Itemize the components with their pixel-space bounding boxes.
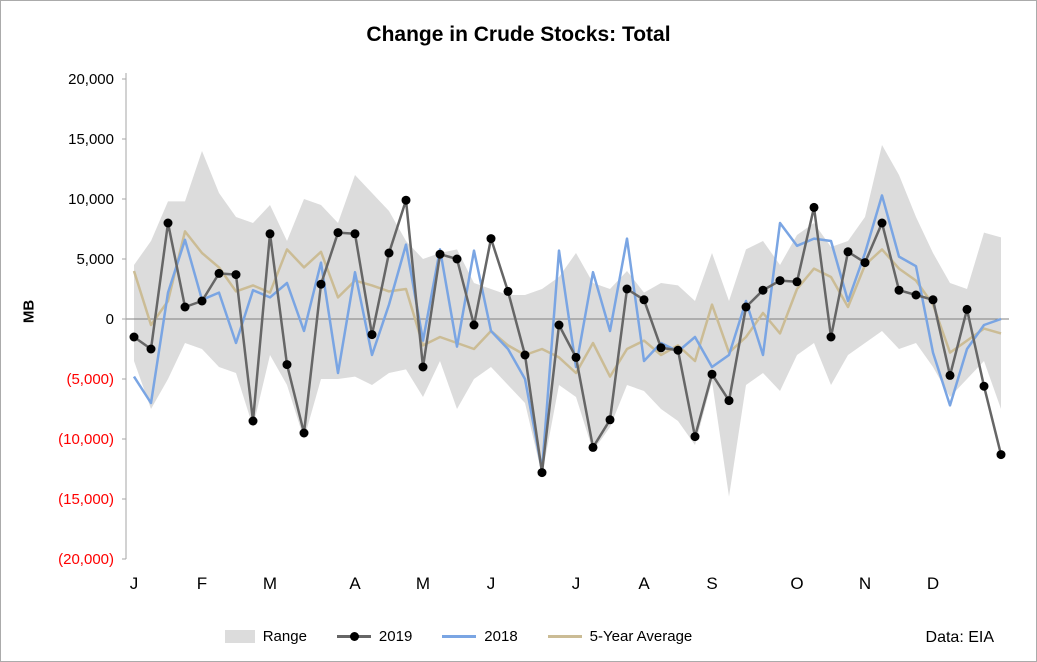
series-2019-marker (452, 254, 462, 264)
series-2019-marker (129, 332, 139, 342)
series-2019-marker (486, 234, 496, 244)
y-tick-label: (5,000) (66, 371, 114, 388)
x-tick-label: O (790, 574, 803, 593)
series-2019-marker (979, 381, 989, 391)
legend-label-2019: 2019 (378, 628, 413, 645)
x-tick-label: A (638, 574, 650, 593)
y-tick-label: 20,000 (68, 71, 114, 88)
data-source-note: Data: EIA (925, 629, 994, 646)
range-area (134, 145, 1001, 497)
series-2019-marker (435, 249, 445, 259)
x-tick-label: N (859, 574, 871, 593)
y-tick-label: 0 (106, 311, 114, 328)
series-2019-marker (316, 279, 326, 289)
series-2019-marker (911, 290, 921, 300)
series-2019-line (133, 198, 1003, 474)
series-2019-marker (418, 362, 428, 372)
y-axis-title: MB (20, 299, 38, 324)
series-2019-marker (554, 320, 564, 330)
legend-item-2018: 2018 (442, 628, 518, 645)
x-tick-label: M (263, 574, 277, 593)
x-tick-label: D (927, 574, 939, 593)
series-2019-marker (180, 302, 190, 312)
series-2019-marker (265, 229, 275, 239)
x-tick-label: J (487, 574, 496, 593)
series-2019-marker (809, 202, 819, 212)
y-tick-label: 10,000 (68, 191, 114, 208)
series-2019-marker (656, 343, 666, 353)
series-2019-marker (350, 229, 360, 239)
series-2019-marker (775, 276, 785, 286)
series-2019-marker (758, 285, 768, 295)
series-2019-marker (401, 195, 411, 205)
x-tick-label: M (416, 574, 430, 593)
series-avg-swatch-icon (547, 635, 582, 638)
series-2019-marker (673, 345, 683, 355)
series-2019-marker (962, 304, 972, 314)
range-swatch-icon (224, 630, 255, 643)
y-tick-label: (10,000) (58, 431, 114, 448)
series-2019-swatch-icon (336, 632, 371, 641)
series-2019-marker (588, 442, 598, 452)
y-tick-label: (20,000) (58, 551, 114, 568)
series-2019-marker (826, 332, 836, 342)
series-2019-marker (996, 450, 1006, 460)
series-2019-marker (367, 330, 377, 340)
legend-item-2019: 2019 (336, 628, 413, 645)
series-2019-marker (520, 350, 530, 360)
x-tick-label: A (349, 574, 361, 593)
legend-label-range: Range (262, 628, 307, 645)
series-2019-marker (231, 270, 241, 280)
y-tick-label: 5,000 (76, 251, 114, 268)
series-avg-line (132, 230, 1002, 378)
series-2019-marker (571, 352, 581, 362)
series-2019-marker (605, 415, 615, 425)
chart-title: Change in Crude Stocks: Total (366, 23, 671, 46)
series-2019-marker (945, 370, 955, 380)
series-2019-marker (282, 360, 292, 370)
series-2019-marker (639, 295, 649, 305)
series-2019-marker (503, 286, 513, 296)
series-2019-marker (877, 218, 887, 228)
series-2019-marker (741, 302, 751, 312)
x-tick-label: J (572, 574, 581, 593)
series-2019-marker (894, 285, 904, 295)
legend-item-avg: 5-Year Average (547, 628, 693, 645)
series-2019-marker (537, 468, 547, 478)
series-2019-marker (469, 320, 479, 330)
legend-label-avg: 5-Year Average (589, 628, 693, 645)
series-2019-marker (724, 396, 734, 406)
series-2019-marker (333, 228, 343, 238)
y-tick-label: 15,000 (68, 131, 114, 148)
series-2019-marker (248, 416, 258, 426)
y-tick-label: (15,000) (58, 491, 114, 508)
series-2019-marker (384, 248, 394, 258)
series-2019-marker (860, 258, 870, 268)
legend-item-range: Range (224, 628, 307, 645)
legend: Range 2019 2018 5-Year Average (1, 628, 916, 645)
series-2019-marker (707, 369, 717, 379)
legend-label-2018: 2018 (484, 628, 518, 645)
series-2019-marker (843, 247, 853, 257)
x-tick-label: S (706, 574, 717, 593)
series-2019-marker (928, 295, 938, 305)
series-2019-marker (299, 428, 309, 438)
x-tick-label: J (130, 574, 139, 593)
series-2019-marker (197, 296, 207, 306)
x-tick-label: F (197, 574, 207, 593)
series-2019-marker (690, 432, 700, 442)
series-2019-marker (146, 344, 156, 354)
series-2019-marker (792, 277, 802, 287)
series-2019-marker (214, 268, 224, 278)
series-2019-marker (163, 218, 173, 228)
series-2018-swatch-icon (442, 635, 477, 638)
series-2019-marker (622, 284, 632, 294)
